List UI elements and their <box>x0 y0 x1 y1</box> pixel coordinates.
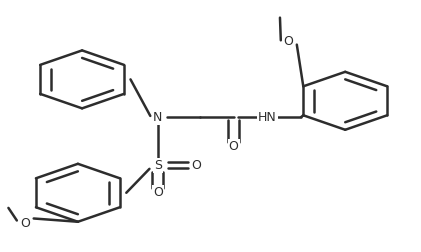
Text: O: O <box>283 35 293 48</box>
Text: O: O <box>153 186 163 199</box>
Text: O: O <box>229 140 239 153</box>
Text: HN: HN <box>258 111 277 124</box>
Text: O: O <box>20 216 30 230</box>
Text: S: S <box>154 159 162 172</box>
Text: N: N <box>153 111 163 124</box>
Text: O: O <box>191 159 201 172</box>
